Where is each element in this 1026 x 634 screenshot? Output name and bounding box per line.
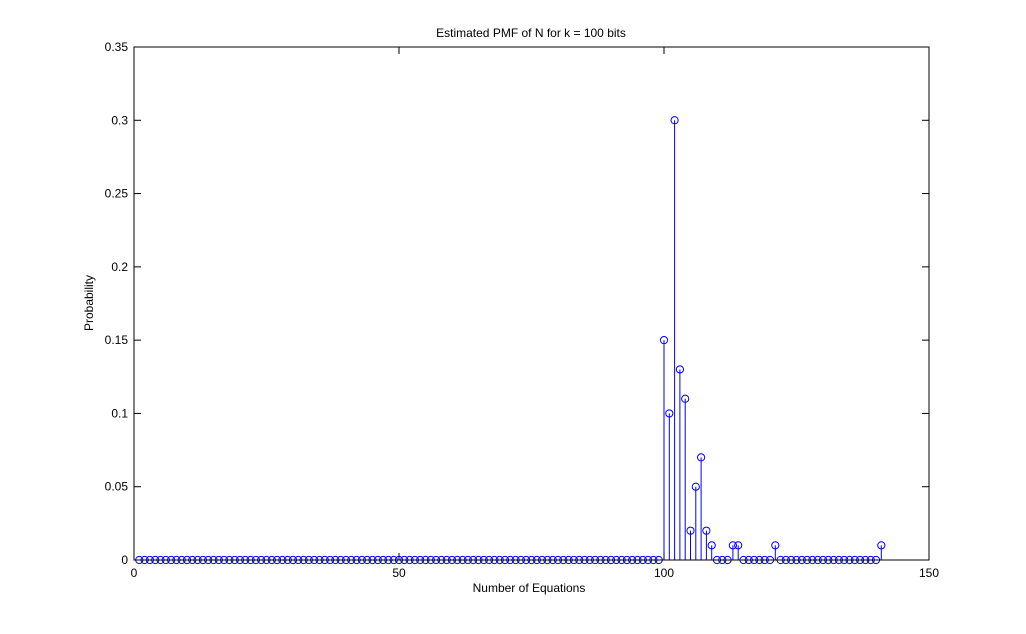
axes-background	[134, 47, 929, 560]
data-point	[670, 116, 679, 125]
data-point	[707, 541, 716, 550]
y-axis-label: Probability	[82, 275, 96, 331]
y-tick-label: 0.3	[111, 113, 128, 127]
data-point	[771, 541, 780, 550]
data-point	[681, 394, 690, 403]
x-ticks: 0 50 100 150	[131, 47, 939, 580]
data-point	[691, 482, 700, 491]
y-tick-label: 0.25	[105, 187, 129, 201]
y-ticks: 0 0.05 0.1 0.15 0.2 0.25 0.3 0.35	[105, 40, 929, 567]
data-point	[675, 365, 685, 374]
data-point	[734, 541, 743, 550]
chart-title: Estimated PMF of N for k = 100 bits	[436, 26, 626, 40]
x-tick-label: 150	[919, 566, 939, 580]
x-axis-label: Number of Equations	[473, 581, 586, 595]
data-point	[877, 541, 886, 550]
data-point	[659, 336, 669, 345]
data-point	[697, 453, 706, 462]
data-point	[686, 526, 695, 535]
x-tick-label: 100	[654, 566, 674, 580]
y-tick-label: 0.35	[105, 40, 129, 54]
y-tick-label: 0	[121, 553, 128, 567]
x-tick-label: 0	[131, 566, 138, 580]
y-tick-label: 0.05	[105, 480, 129, 494]
y-tick-label: 0.2	[111, 260, 128, 274]
data-point	[665, 409, 674, 418]
y-tick-label: 0.15	[105, 333, 129, 347]
x-tick-label: 50	[392, 566, 406, 580]
axes-box	[133, 46, 930, 561]
y-tick-label: 0.1	[111, 406, 128, 420]
data-point	[702, 526, 711, 535]
data-point	[728, 541, 738, 550]
